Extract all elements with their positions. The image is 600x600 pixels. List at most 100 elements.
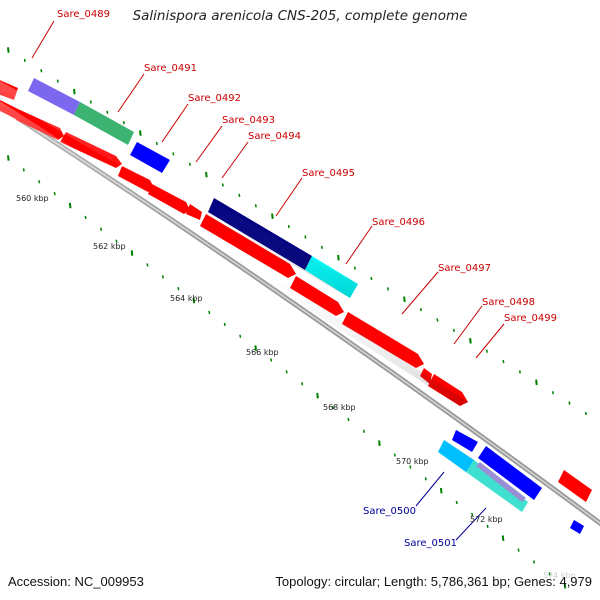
track-dash	[53, 191, 56, 196]
track-dash	[7, 47, 10, 53]
gene-label[interactable]: Sare_0491	[144, 63, 197, 74]
track-dash	[271, 213, 274, 219]
track-dash	[535, 379, 538, 386]
label-pointer-line	[453, 305, 483, 345]
track-dash	[386, 287, 389, 291]
gene-label[interactable]: Sare_0499	[504, 313, 557, 324]
track-dash	[568, 401, 571, 405]
track-dash	[161, 275, 164, 279]
label-pointer-line	[31, 20, 55, 59]
track-dash	[238, 193, 241, 198]
gene-label[interactable]: Sare_0494	[248, 131, 301, 142]
track-dash	[304, 235, 307, 239]
gene-arrow[interactable]	[60, 132, 122, 168]
track-dash	[378, 440, 381, 446]
track-dash	[362, 429, 365, 433]
track-dash	[177, 287, 180, 291]
track-dash	[485, 349, 488, 353]
gene-arrow[interactable]	[558, 470, 592, 502]
genome-stats: Topology: circularLength: 5,786,361 bpGe…	[275, 574, 592, 589]
gene-label[interactable]: Sare_0498	[482, 297, 535, 308]
gene-label[interactable]: Sare_0493	[222, 115, 275, 126]
track-dash	[22, 168, 25, 172]
label-pointer-line	[195, 125, 223, 163]
track-dash	[471, 512, 474, 517]
track-dash	[452, 328, 455, 333]
gene-arrow[interactable]	[28, 78, 80, 115]
gene-labels: Sare_0489 Sare_0491 Sare_0492 Sare_0493 …	[57, 9, 557, 549]
gene-arrow[interactable]	[290, 276, 344, 316]
track-dash	[403, 296, 406, 303]
track-dash	[7, 155, 10, 161]
track-dash	[424, 477, 427, 481]
gene-arrow[interactable]	[130, 142, 170, 173]
coordinate-labels: 560 kbp 562 kbp 564 kbp 566 kbp 568 kbp …	[16, 194, 576, 580]
label-pointer-line	[345, 225, 373, 265]
track-dash	[502, 359, 505, 364]
gene-arrow[interactable]	[148, 184, 190, 214]
track-dash	[563, 582, 567, 589]
gene-arrow[interactable]	[438, 440, 474, 472]
track-dash	[73, 88, 76, 95]
gene-label[interactable]: Sare_0495	[302, 168, 355, 179]
gene-label[interactable]: Sare_0496	[372, 217, 425, 228]
track-dash	[122, 121, 125, 125]
track-dash	[68, 202, 72, 209]
kbp-label: 574 kbp	[543, 571, 576, 580]
kbp-label: 560 kbp	[16, 194, 49, 203]
track-dash	[100, 227, 103, 231]
kbp-label: 566 kbp	[246, 348, 279, 357]
track-dash	[517, 548, 520, 552]
track-dash	[115, 239, 118, 243]
track-dash	[370, 276, 373, 281]
track-dash	[221, 183, 224, 187]
track-dash	[84, 215, 87, 220]
length-text: Length: 5,786,361 bp	[377, 574, 507, 589]
track-dash	[192, 297, 196, 304]
gene-arrow[interactable]	[342, 312, 424, 368]
track-dash	[285, 370, 288, 374]
gene-label[interactable]: Sare_0492	[188, 93, 241, 104]
gene-arrow[interactable]	[74, 102, 134, 145]
track-dash	[172, 152, 175, 156]
track-dash	[316, 392, 319, 399]
track-dash	[205, 171, 208, 178]
track-dash	[532, 560, 536, 564]
gene-arrow[interactable]	[466, 460, 528, 512]
gene-count-text: Genes: 4,979	[507, 574, 592, 589]
track-dash	[353, 266, 356, 270]
label-pointer-line	[401, 271, 439, 315]
outer-dash-track	[7, 47, 587, 416]
kbp-label: 568 kbp	[323, 403, 356, 412]
track-dash	[548, 572, 551, 576]
track-dash	[393, 453, 396, 457]
track-dash	[208, 310, 211, 315]
track-dash	[347, 417, 350, 422]
gene-arrow[interactable]	[186, 204, 202, 220]
track-dash	[130, 250, 134, 256]
track-dash	[320, 245, 323, 249]
gene-arrow[interactable]	[118, 166, 154, 192]
gene-arrow[interactable]	[478, 446, 542, 500]
gene-label[interactable]: Sare_0489	[57, 9, 110, 20]
track-dash	[106, 110, 109, 114]
track-dash	[486, 524, 489, 528]
gene-arrow[interactable]	[476, 462, 526, 502]
label-pointer-line	[221, 141, 249, 179]
label-pointer-line	[455, 507, 487, 541]
gene-label[interactable]: Sare_0501	[404, 538, 457, 549]
label-pointer-line	[415, 471, 445, 507]
gene-label[interactable]: Sare_0497	[438, 263, 491, 274]
gene-arrow[interactable]	[452, 430, 478, 452]
track-dash	[239, 334, 242, 338]
track-dash	[419, 307, 422, 312]
gene-arrow[interactable]	[570, 520, 584, 534]
topology-text: Topology: circular	[275, 574, 377, 589]
track-dash	[223, 322, 226, 326]
kbp-label: 570 kbp	[396, 457, 429, 466]
gene-label[interactable]: Sare_0500	[363, 506, 416, 517]
track-dash	[436, 318, 439, 322]
gene-arrow[interactable]	[200, 214, 296, 278]
gene-arrow[interactable]	[16, 110, 64, 140]
kbp-label: 562 kbp	[93, 242, 126, 251]
